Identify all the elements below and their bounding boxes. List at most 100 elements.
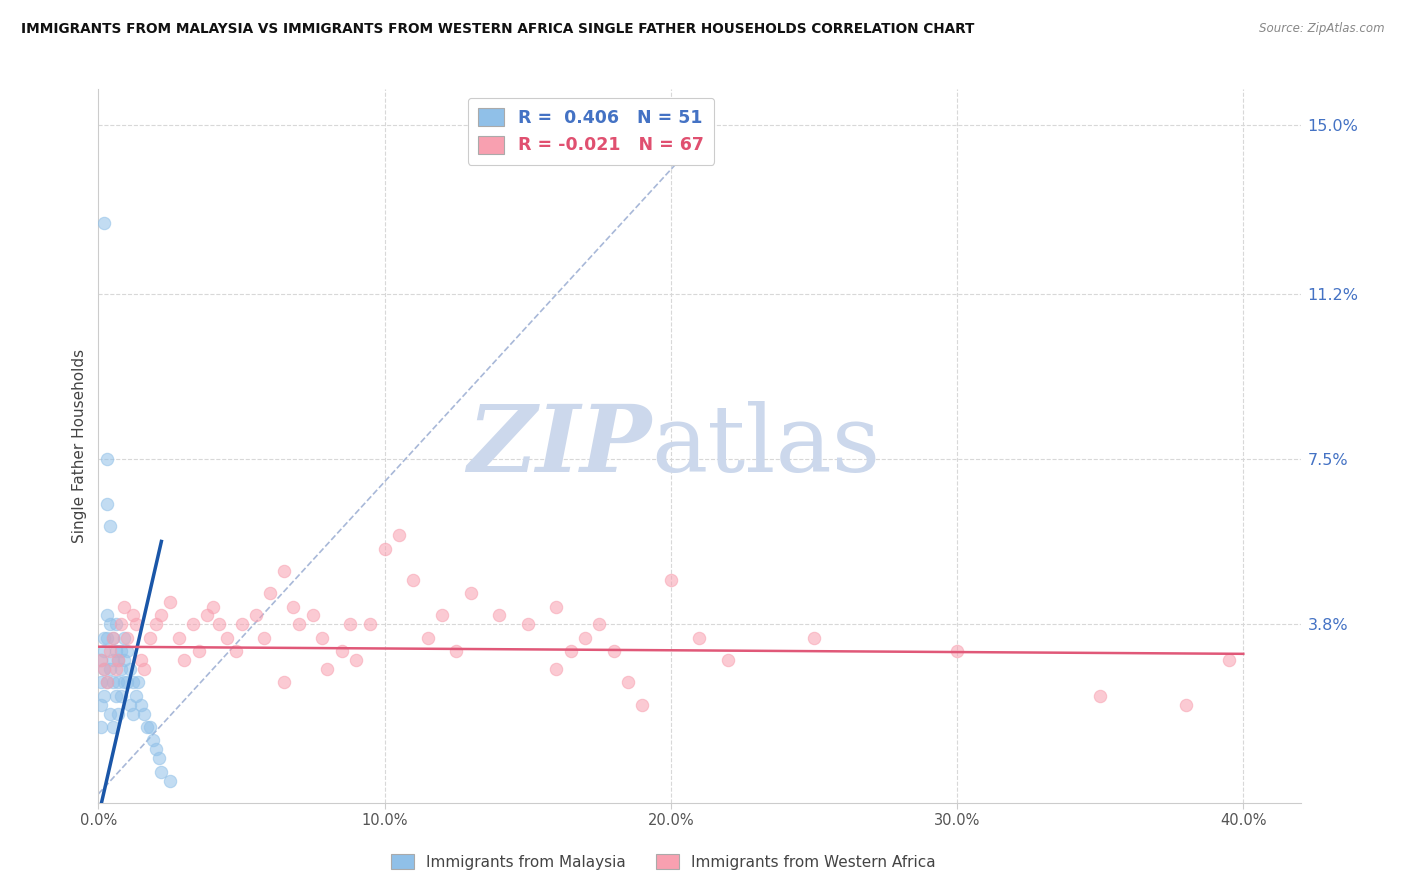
Point <box>402 573 425 587</box>
Point <box>90 720 112 734</box>
Y-axis label: Single Father Households: Single Father Households <box>72 349 87 543</box>
Point <box>245 608 267 623</box>
Point <box>139 720 162 734</box>
Point <box>167 631 190 645</box>
Point <box>134 706 156 721</box>
Point <box>98 519 121 533</box>
Point <box>128 675 150 690</box>
Point <box>131 698 153 712</box>
Point <box>516 617 538 632</box>
Point <box>416 631 439 645</box>
Point <box>101 653 124 667</box>
Point <box>101 675 124 690</box>
Point <box>104 617 127 632</box>
Point <box>98 617 121 632</box>
Point <box>225 644 247 658</box>
Point <box>574 631 596 645</box>
Point <box>98 662 121 676</box>
Point <box>110 662 132 676</box>
Point <box>617 675 640 690</box>
Point <box>107 653 129 667</box>
Point <box>96 452 118 467</box>
Point <box>1218 653 1240 667</box>
Point <box>145 617 167 632</box>
Point <box>104 644 127 658</box>
Point <box>231 617 253 632</box>
Point <box>104 662 127 676</box>
Point <box>374 541 396 556</box>
Point <box>112 653 135 667</box>
Point <box>159 773 181 788</box>
Point <box>93 689 115 703</box>
Point <box>181 617 204 632</box>
Point <box>288 617 311 632</box>
Point <box>121 608 143 623</box>
Point <box>107 706 129 721</box>
Point <box>90 653 112 667</box>
Point <box>1088 689 1111 703</box>
Point <box>110 617 132 632</box>
Point <box>339 617 361 632</box>
Point <box>112 631 135 645</box>
Point <box>101 720 124 734</box>
Point <box>689 631 711 645</box>
Point <box>96 608 118 623</box>
Point <box>96 675 118 690</box>
Point <box>1175 698 1198 712</box>
Text: IMMIGRANTS FROM MALAYSIA VS IMMIGRANTS FROM WESTERN AFRICA SINGLE FATHER HOUSEHO: IMMIGRANTS FROM MALAYSIA VS IMMIGRANTS F… <box>21 22 974 37</box>
Point <box>273 675 295 690</box>
Point <box>101 631 124 645</box>
Point <box>90 698 112 712</box>
Point <box>96 631 118 645</box>
Point <box>302 608 325 623</box>
Point <box>344 653 367 667</box>
Point <box>946 644 969 658</box>
Point <box>93 662 115 676</box>
Point <box>101 631 124 645</box>
Point <box>159 595 181 609</box>
Point <box>187 644 209 658</box>
Point <box>112 599 135 614</box>
Point <box>281 599 304 614</box>
Point <box>659 573 682 587</box>
Point <box>359 617 381 632</box>
Point <box>90 653 112 667</box>
Point <box>93 631 115 645</box>
Point <box>273 564 295 578</box>
Point <box>430 608 453 623</box>
Point <box>150 608 173 623</box>
Point <box>460 586 482 600</box>
Point <box>104 689 127 703</box>
Point <box>115 631 138 645</box>
Legend: Immigrants from Malaysia, Immigrants from Western Africa: Immigrants from Malaysia, Immigrants fro… <box>384 846 943 877</box>
Point <box>118 698 141 712</box>
Point <box>148 751 170 765</box>
Point <box>195 608 218 623</box>
Point <box>93 216 115 230</box>
Point <box>131 653 153 667</box>
Text: Source: ZipAtlas.com: Source: ZipAtlas.com <box>1260 22 1385 36</box>
Point <box>139 631 162 645</box>
Point <box>201 599 224 614</box>
Point <box>150 764 173 779</box>
Text: atlas: atlas <box>651 401 880 491</box>
Point <box>488 608 510 623</box>
Point <box>93 644 115 658</box>
Point <box>136 720 159 734</box>
Point <box>173 653 195 667</box>
Point <box>107 675 129 690</box>
Point <box>90 675 112 690</box>
Point <box>316 662 339 676</box>
Point <box>93 662 115 676</box>
Point <box>115 644 138 658</box>
Point <box>118 662 141 676</box>
Point <box>98 644 121 658</box>
Point <box>631 698 654 712</box>
Point <box>96 497 118 511</box>
Point <box>110 644 132 658</box>
Point <box>107 653 129 667</box>
Point <box>217 631 239 645</box>
Point <box>602 644 624 658</box>
Point <box>546 599 568 614</box>
Point <box>803 631 825 645</box>
